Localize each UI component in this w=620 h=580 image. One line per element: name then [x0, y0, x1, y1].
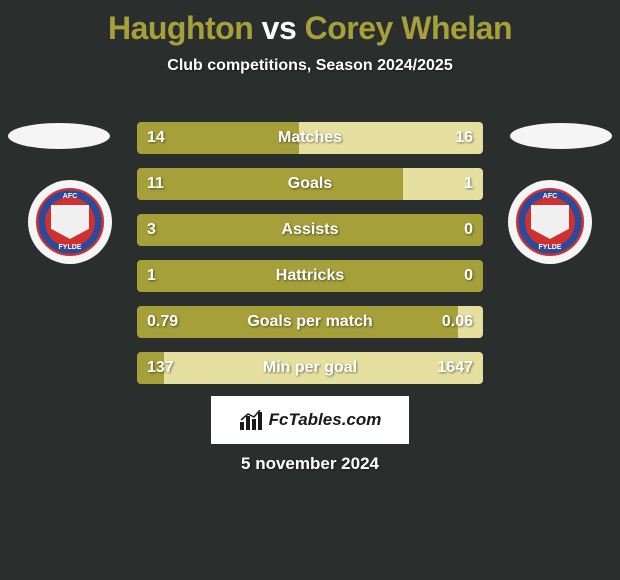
player2-photo-placeholder — [510, 123, 612, 149]
stat-row: Hattricks 1 0 — [137, 260, 483, 292]
stat-value-right: 0.06 — [442, 313, 473, 331]
footer-brand-text: FcTables.com — [269, 410, 382, 430]
stat-value-right: 1 — [464, 175, 473, 193]
player2-club-badge: AFC FYLDE — [508, 180, 592, 264]
stat-value-right: 0 — [464, 221, 473, 239]
date-text: 5 november 2024 — [241, 454, 379, 474]
stat-label: Min per goal — [263, 359, 357, 377]
stat-row: Matches 14 16 — [137, 122, 483, 154]
title-vs: vs — [253, 10, 304, 46]
title-player2: Corey Whelan — [305, 10, 512, 46]
footer-brand: FcTables.com — [211, 396, 409, 444]
stat-label: Goals — [288, 175, 332, 193]
stat-value-left: 14 — [147, 129, 165, 147]
stat-value-left: 1 — [147, 267, 156, 285]
stat-label: Matches — [278, 129, 342, 147]
badge-text-bottom: FYLDE — [59, 244, 82, 251]
stat-row: Goals per match 0.79 0.06 — [137, 306, 483, 338]
stat-bar-left — [137, 168, 403, 200]
badge-text-bottom: FYLDE — [539, 244, 562, 251]
club-crest-icon: AFC FYLDE — [36, 188, 104, 256]
stat-value-right: 16 — [455, 129, 473, 147]
stat-value-right: 1647 — [437, 359, 473, 377]
player1-photo-placeholder — [8, 123, 110, 149]
badge-text-top: AFC — [543, 193, 557, 200]
stat-value-left: 137 — [147, 359, 174, 377]
stat-row: Assists 3 0 — [137, 214, 483, 246]
page-subtitle: Club competitions, Season 2024/2025 — [0, 57, 620, 75]
stat-label: Goals per match — [247, 313, 372, 331]
title-player1: Haughton — [108, 10, 253, 46]
chart-icon — [239, 410, 263, 430]
stat-value-left: 3 — [147, 221, 156, 239]
badge-text-top: AFC — [63, 193, 77, 200]
stat-row: Min per goal 137 1647 — [137, 352, 483, 384]
player1-club-badge: AFC FYLDE — [28, 180, 112, 264]
stat-value-left: 11 — [147, 175, 164, 193]
page-title: Haughton vs Corey Whelan — [0, 0, 620, 47]
stat-label: Assists — [282, 221, 339, 239]
club-crest-icon: AFC FYLDE — [516, 188, 584, 256]
stat-label: Hattricks — [276, 267, 344, 285]
stats-container: Matches1416Goals111Assists30Hattricks10G… — [137, 122, 483, 398]
stat-value-left: 0.79 — [147, 313, 178, 331]
stat-value-right: 0 — [464, 267, 473, 285]
stat-row: Goals111 — [137, 168, 483, 200]
